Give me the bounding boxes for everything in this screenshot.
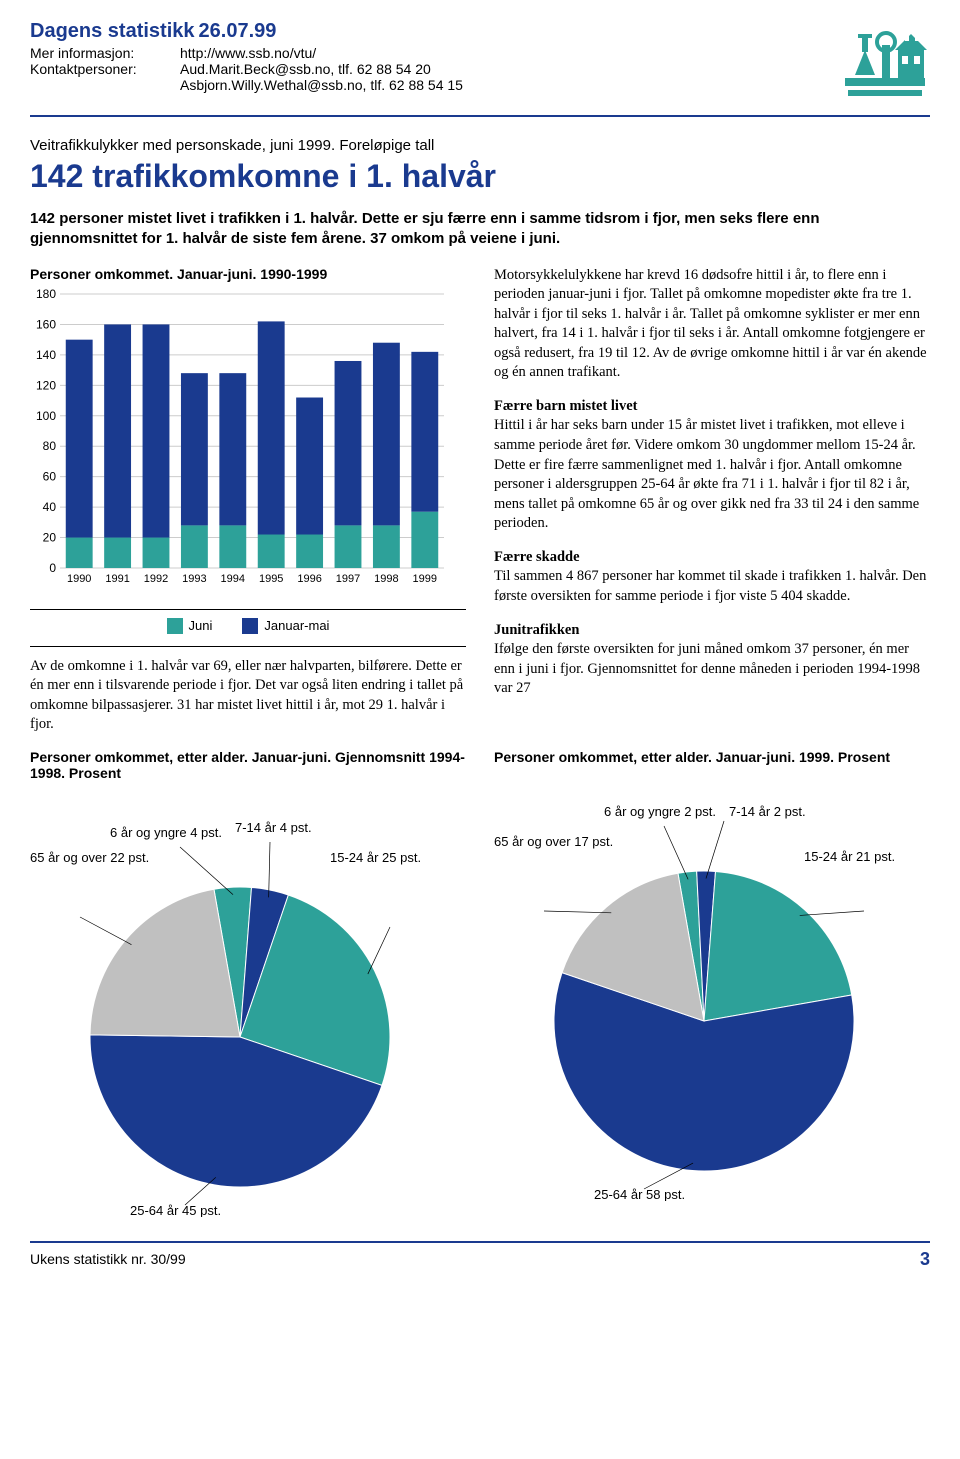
body-p1: Av de omkomne i 1. halvår var 69, eller … bbox=[30, 657, 466, 735]
svg-text:7-14 år 2 pst.: 7-14 år 2 pst. bbox=[729, 804, 806, 819]
svg-text:100: 100 bbox=[36, 408, 56, 422]
header-date: 26.07.99 bbox=[199, 20, 277, 42]
body-p3: Hittil i år har seks barn under 15 år mi… bbox=[494, 417, 919, 531]
meta-contact-1: Aud.Marit.Beck@ssb.no, tlf. 62 88 54 20 bbox=[180, 61, 463, 77]
pie-right-chart: 6 år og yngre 2 pst. 7-14 år 2 pst. 15-24 … bbox=[494, 771, 930, 1201]
svg-text:1990: 1990 bbox=[67, 573, 91, 585]
svg-text:1998: 1998 bbox=[374, 573, 398, 585]
header-left: Dagens statistikk 26.07.99 Mer informasj… bbox=[30, 20, 840, 93]
body-block-3: Færre barn mistet livet Hittil i år har … bbox=[494, 397, 930, 534]
svg-text:6 år og yngre 4 pst.: 6 år og yngre 4 pst. bbox=[110, 825, 222, 840]
svg-text:180: 180 bbox=[36, 288, 56, 301]
svg-text:60: 60 bbox=[43, 469, 57, 483]
footer-left: Ukens statistikk nr. 30/99 bbox=[30, 1251, 186, 1267]
svg-text:6 år og yngre 2 pst.: 6 år og yngre 2 pst. bbox=[604, 804, 716, 819]
bar-chart-title: Personer omkommet. Januar-juni. 1990-199… bbox=[30, 266, 466, 282]
header-meta: Mer informasjon: http://www.ssb.no/vtu/ … bbox=[30, 45, 840, 93]
body-h3c: Junitrafikken bbox=[494, 621, 930, 641]
meta-info-label: Mer informasjon: bbox=[30, 45, 180, 61]
svg-text:1995: 1995 bbox=[259, 573, 283, 585]
header-title: Dagens statistikk bbox=[30, 20, 195, 42]
body-p2: Motorsykkelulykkene har krevd 16 dødsofr… bbox=[494, 266, 930, 383]
svg-text:15-24 år 21 pst.: 15-24 år 21 pst. bbox=[804, 849, 895, 864]
meta-contact-row: Kontaktpersoner: Aud.Marit.Beck@ssb.no, … bbox=[30, 61, 840, 93]
svg-text:1999: 1999 bbox=[413, 573, 437, 585]
svg-text:1994: 1994 bbox=[221, 573, 245, 585]
header-divider bbox=[30, 115, 930, 117]
body-block-5: Junitrafikken Ifølge den første oversikt… bbox=[494, 621, 930, 699]
pie-left-title: Personer omkommet, etter alder. Januar-j… bbox=[30, 749, 466, 781]
svg-text:7-14 år 4 pst.: 7-14 år 4 pst. bbox=[235, 820, 312, 835]
svg-text:160: 160 bbox=[36, 317, 56, 331]
legend-juni: Juni bbox=[167, 618, 213, 634]
header-title-row: Dagens statistikk 26.07.99 bbox=[30, 20, 840, 43]
svg-text:140: 140 bbox=[36, 347, 56, 361]
right-column: Motorsykkelulykkene har krevd 16 dødsofr… bbox=[494, 266, 930, 749]
legend-juni-label: Juni bbox=[189, 618, 213, 633]
subtitle: Veitrafikkulykker med personskade, juni … bbox=[30, 137, 930, 154]
bar-chart-legend: Juni Januar-mai bbox=[30, 618, 466, 634]
chart-divider bbox=[30, 646, 466, 647]
svg-text:40: 40 bbox=[43, 500, 57, 514]
svg-text:15-24 år 25 pst.: 15-24 år 25 pst. bbox=[330, 850, 421, 865]
footer-page: 3 bbox=[920, 1249, 930, 1270]
swatch-blue bbox=[242, 618, 258, 634]
svg-text:1992: 1992 bbox=[144, 573, 168, 585]
svg-text:20: 20 bbox=[43, 530, 57, 544]
meta-info-row: Mer informasjon: http://www.ssb.no/vtu/ bbox=[30, 45, 840, 61]
body-p4: Til sammen 4 867 personer har kommet til… bbox=[494, 568, 926, 604]
svg-text:120: 120 bbox=[36, 378, 56, 392]
pie-left-chart: 6 år og yngre 4 pst. 7-14 år 4 pst. 15-24 … bbox=[30, 787, 466, 1217]
meta-info-value: http://www.ssb.no/vtu/ bbox=[180, 45, 316, 61]
svg-text:65 år og over 17 pst.: 65 år og over 17 pst. bbox=[494, 834, 613, 849]
svg-text:25-64 år 58 pst.: 25-64 år 58 pst. bbox=[594, 1187, 685, 1201]
pie-right-column: Personer omkommet, etter alder. Januar-j… bbox=[494, 749, 930, 1217]
pie-left-column: Personer omkommet, etter alder. Januar-j… bbox=[30, 749, 466, 1217]
body-h3b: Færre skadde bbox=[494, 548, 930, 568]
pie-right-title: Personer omkommet, etter alder. Januar-j… bbox=[494, 749, 930, 765]
pie-row: Personer omkommet, etter alder. Januar-j… bbox=[30, 749, 930, 1217]
svg-text:1993: 1993 bbox=[182, 573, 206, 585]
swatch-teal bbox=[167, 618, 183, 634]
legend-janmai-label: Januar-mai bbox=[264, 618, 329, 633]
svg-text:1991: 1991 bbox=[105, 573, 129, 585]
svg-text:65 år og over 22 pst.: 65 år og over 22 pst. bbox=[30, 850, 149, 865]
main-title: 142 trafikkomkomne i 1. halvår bbox=[30, 158, 930, 195]
meta-contact-values: Aud.Marit.Beck@ssb.no, tlf. 62 88 54 20 … bbox=[180, 61, 463, 93]
left-column: Personer omkommet. Januar-juni. 1990-199… bbox=[30, 266, 466, 749]
meta-contact-2: Asbjorn.Willy.Wethal@ssb.no, tlf. 62 88 … bbox=[180, 77, 463, 93]
logo-icon bbox=[840, 20, 930, 105]
page-header: Dagens statistikk 26.07.99 Mer informasj… bbox=[30, 20, 930, 105]
body-h3a: Færre barn mistet livet bbox=[494, 397, 930, 417]
main-columns: Personer omkommet. Januar-juni. 1990-199… bbox=[30, 266, 930, 749]
svg-text:0: 0 bbox=[49, 561, 56, 575]
legend-janmai: Januar-mai bbox=[242, 618, 329, 634]
svg-text:80: 80 bbox=[43, 439, 57, 453]
svg-text:1997: 1997 bbox=[336, 573, 360, 585]
svg-text:1996: 1996 bbox=[297, 573, 321, 585]
body-block-4: Færre skadde Til sammen 4 867 personer h… bbox=[494, 548, 930, 607]
meta-contact-label: Kontaktpersoner: bbox=[30, 61, 180, 93]
lede: 142 personer mistet livet i trafikken i … bbox=[30, 209, 930, 250]
page-footer: Ukens statistikk nr. 30/99 3 bbox=[30, 1241, 930, 1270]
svg-text:25-64 år 45 pst.: 25-64 år 45 pst. bbox=[130, 1203, 221, 1217]
body-p5: Ifølge den første oversikten for juni må… bbox=[494, 641, 920, 696]
bar-chart: 0 20 40 60 80 100 120 140 160 180 1990 1991 1992 1993… bbox=[30, 288, 466, 610]
